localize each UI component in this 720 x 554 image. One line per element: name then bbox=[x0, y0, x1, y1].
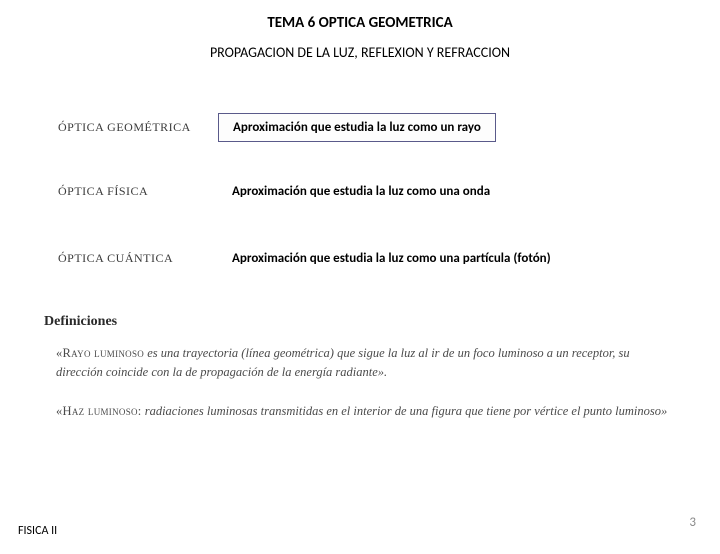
optics-description: Aproximación que estudia la luz como un … bbox=[218, 113, 496, 142]
definition-rayo: «Rayo luminoso es una trayectoria (línea… bbox=[56, 344, 676, 382]
page-number: 3 bbox=[689, 515, 696, 530]
definition-term: «Rayo luminoso bbox=[56, 346, 144, 360]
optics-label: ÓPTICA GEOMÉTRICA bbox=[58, 120, 218, 135]
optics-row-geometrica: ÓPTICA GEOMÉTRICA Aproximación que estud… bbox=[58, 113, 690, 142]
definition-text: radiaciones luminosas transmitidas en el… bbox=[142, 404, 668, 418]
definition-haz: «Haz luminoso: radiaciones luminosas tra… bbox=[56, 402, 676, 421]
optics-row-fisica: ÓPTICA FÍSICA Aproximación que estudia l… bbox=[58, 178, 690, 205]
optics-description: Aproximación que estudia la luz como una… bbox=[218, 245, 565, 272]
optics-label: ÓPTICA FÍSICA bbox=[58, 184, 218, 199]
page-title: TEMA 6 OPTICA GEOMETRICA bbox=[0, 14, 720, 32]
definition-term: «Haz luminoso: bbox=[56, 404, 142, 418]
optics-row-cuantica: ÓPTICA CUÁNTICA Aproximación que estudia… bbox=[58, 245, 690, 272]
definitions-heading: Definiciones bbox=[44, 314, 720, 330]
optics-description: Aproximación que estudia la luz como una… bbox=[218, 178, 504, 205]
page-subtitle: PROPAGACION DE LA LUZ, REFLEXION Y REFRA… bbox=[0, 44, 720, 61]
optics-label: ÓPTICA CUÁNTICA bbox=[58, 251, 218, 266]
footer-course: FISICA II bbox=[18, 524, 57, 538]
